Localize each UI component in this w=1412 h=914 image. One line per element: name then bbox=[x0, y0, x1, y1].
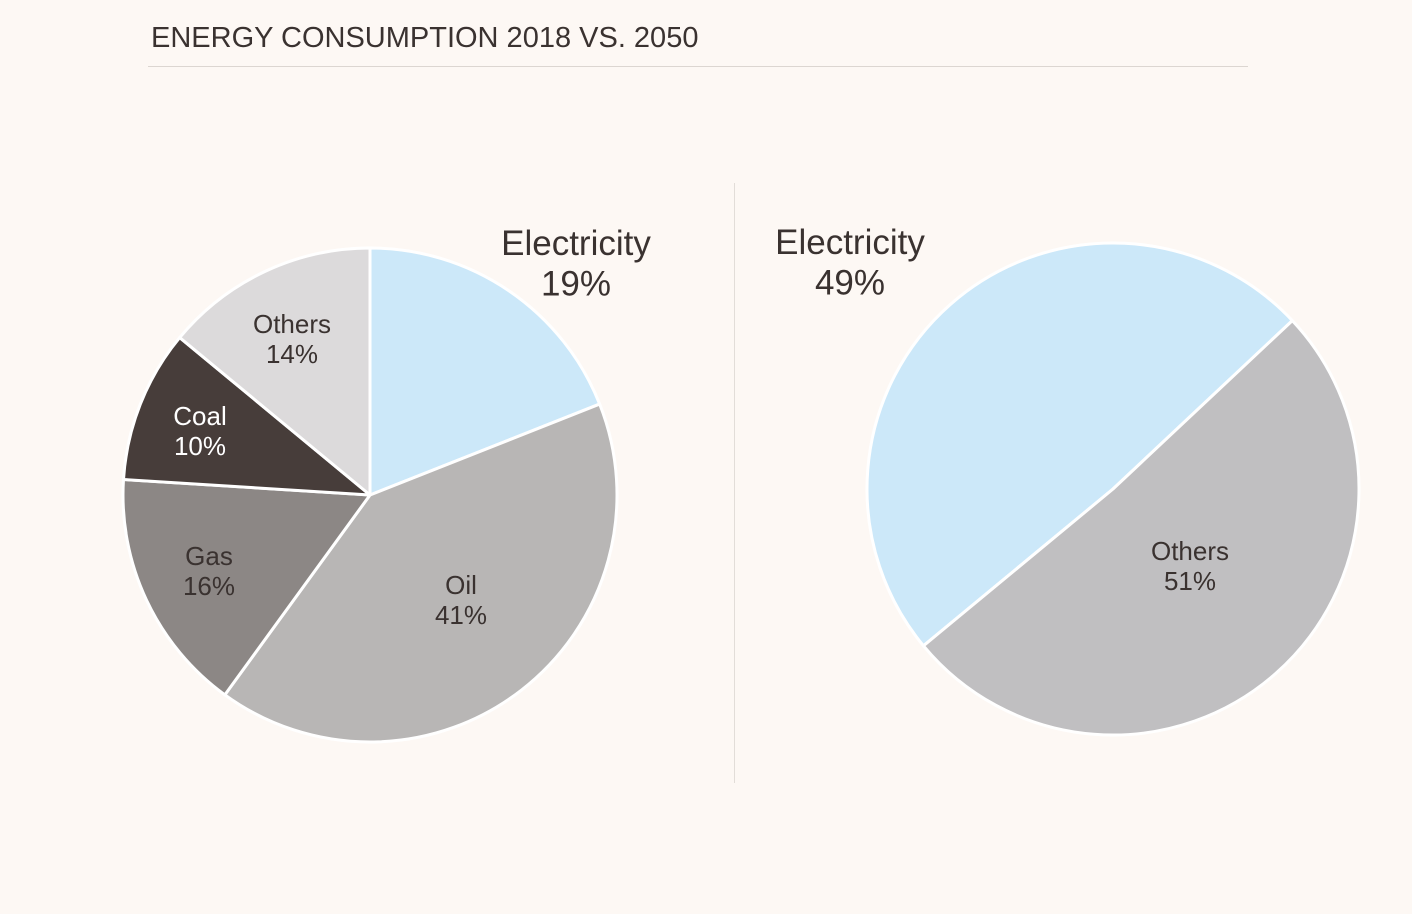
pie-slice-electricity bbox=[368, 246, 602, 497]
data-label-others: 14% bbox=[266, 339, 318, 369]
title-divider bbox=[148, 66, 1248, 67]
data-label-others: 51% bbox=[1164, 566, 1216, 596]
chart-divider bbox=[734, 183, 735, 783]
data-label-coal: 10% bbox=[174, 431, 226, 461]
pie-slice-oil bbox=[223, 402, 619, 744]
data-label-oil: 41% bbox=[435, 600, 487, 630]
data-label-gas: 16% bbox=[183, 571, 235, 601]
pie-slice-gas bbox=[121, 477, 372, 697]
chart-title: ENERGY CONSUMPTION 2018 VS. 2050 bbox=[151, 22, 699, 54]
category-label-others: Others bbox=[1151, 536, 1229, 566]
category-label-gas: Gas bbox=[185, 541, 233, 571]
category-label-electricity: Electricity bbox=[501, 224, 651, 263]
pie-slice-others bbox=[178, 246, 372, 497]
category-label-electricity: Electricity bbox=[775, 223, 925, 262]
category-label-oil: Oil bbox=[445, 570, 477, 600]
pie-slice-others bbox=[921, 319, 1361, 737]
pie-slice-electricity bbox=[865, 241, 1294, 648]
category-label-others: Others bbox=[253, 309, 331, 339]
data-label-electricity: 49% bbox=[815, 263, 885, 302]
category-label-coal: Coal bbox=[173, 401, 226, 431]
pie-slice-coal bbox=[121, 336, 372, 497]
data-label-electricity: 19% bbox=[541, 264, 611, 303]
